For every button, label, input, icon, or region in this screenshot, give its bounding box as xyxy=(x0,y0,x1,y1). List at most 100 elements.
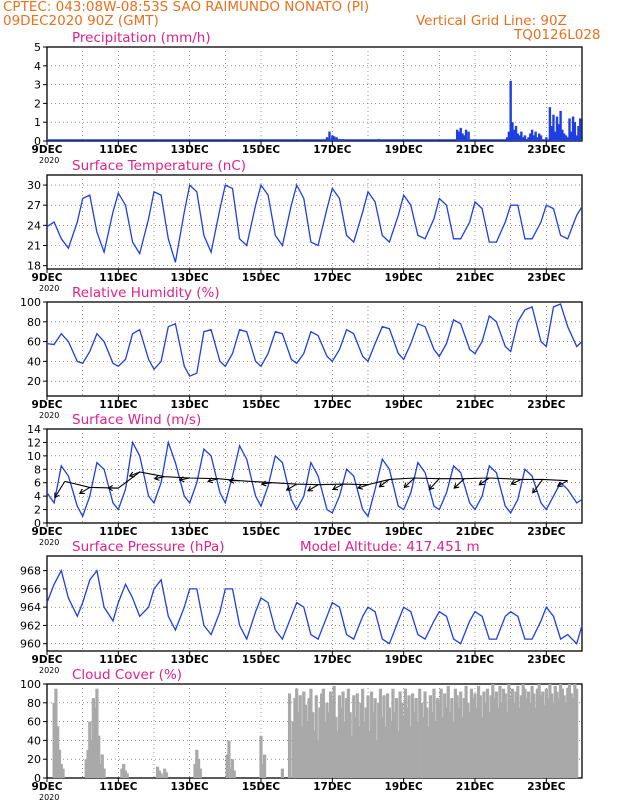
precip-bar xyxy=(514,125,518,141)
precip-bar xyxy=(577,125,580,141)
cloud-bar xyxy=(394,698,399,778)
precip-ytick-label: 3 xyxy=(34,79,41,92)
cloud-bar xyxy=(348,712,352,778)
rh-ytick-label: 60 xyxy=(27,336,41,349)
wind-line xyxy=(46,439,583,518)
cloud-bar xyxy=(316,740,320,778)
wind-arrow-head xyxy=(128,471,135,478)
rh-xtick-label: 9DEC xyxy=(32,399,63,411)
temp-ytick-label: 27 xyxy=(27,199,41,212)
cloud-bar xyxy=(557,698,561,778)
precip-bar xyxy=(467,131,470,141)
cloud-bar xyxy=(362,721,367,778)
precip-bar xyxy=(521,137,525,141)
cloud-bar xyxy=(491,684,495,778)
cloud-bar xyxy=(439,688,443,778)
wind-arrow xyxy=(79,486,91,494)
precip-ytick-label: 5 xyxy=(34,41,41,54)
wind-arrow xyxy=(557,480,568,487)
cloud-bar xyxy=(432,688,436,778)
cloud-bar xyxy=(314,695,318,778)
temp-ytick-label: 21 xyxy=(27,240,41,253)
precip-xtick-label: 17DEC xyxy=(313,144,352,156)
cloud-bar xyxy=(480,716,484,778)
cloud-bar xyxy=(509,698,513,778)
rh-ytick-label: 40 xyxy=(27,355,41,368)
precip-bar xyxy=(554,131,557,141)
cloud-bar xyxy=(88,721,92,778)
rh-frame xyxy=(46,301,583,397)
cloud-bar xyxy=(298,695,302,778)
cloud-bar xyxy=(327,712,331,778)
cloud-title: Cloud Cover (%) xyxy=(72,667,182,683)
wind-arrow-head xyxy=(478,479,485,486)
run-date: 09DEC2020 90Z (GMT) xyxy=(3,13,159,29)
precip-bar xyxy=(552,114,555,141)
rh-xtick-label: 19DEC xyxy=(385,399,424,411)
cloud-bar xyxy=(416,721,420,778)
cloud-bar xyxy=(516,685,520,778)
cloud-bar xyxy=(407,695,411,778)
cloud-bar xyxy=(375,740,379,778)
cloud-bar xyxy=(320,693,324,778)
cloud-bar xyxy=(361,688,365,778)
cloud-ytick-label: 20 xyxy=(27,753,41,766)
rh-xtick-label: 15DEC xyxy=(242,399,281,411)
cloud-bar xyxy=(225,754,229,778)
precip-bar xyxy=(331,135,334,141)
wind-title: Surface Wind (m/s) xyxy=(72,412,201,428)
cloud-bar xyxy=(396,731,400,778)
wind-xtick-label: 19DEC xyxy=(385,526,424,538)
precip-bar xyxy=(455,129,459,141)
cloud-bar xyxy=(86,749,90,778)
cloud-bar xyxy=(336,731,340,778)
wind-direction-track xyxy=(64,471,568,489)
cloud-bar xyxy=(302,691,306,778)
cloud-bar xyxy=(287,693,292,778)
cloud-xtick-label: 19DEC xyxy=(385,781,424,793)
cloud-bar xyxy=(295,688,299,778)
cloud-bar xyxy=(544,688,548,778)
precip-bar xyxy=(559,110,562,141)
cloud-bar xyxy=(484,702,488,778)
cloud-bar xyxy=(305,721,309,778)
cloud-bar xyxy=(195,749,199,778)
cloud-bar xyxy=(125,773,129,778)
pres-xtick-label: 17DEC xyxy=(313,654,352,666)
cloud-bar xyxy=(120,768,124,778)
temp-xtick-label: 23DEC xyxy=(527,272,566,284)
cloud-bar xyxy=(446,685,450,778)
cloud-bar xyxy=(435,698,440,778)
cloud-ytick-label: 60 xyxy=(27,716,41,729)
wind-arrow xyxy=(154,476,165,480)
cloud-bar xyxy=(441,716,445,778)
cloud-bar xyxy=(457,707,461,778)
cloud-bar xyxy=(366,695,370,778)
cloud-bar xyxy=(448,712,452,778)
temp-ytick-label: 30 xyxy=(27,179,41,192)
cloud-bar xyxy=(500,702,504,778)
cloud-bar xyxy=(468,712,472,778)
cloud-bar xyxy=(387,707,391,778)
precip-xtick-label: 19DEC xyxy=(385,144,424,156)
precip-bar xyxy=(463,135,466,141)
cloud-bar xyxy=(537,684,541,778)
rh-ytick-label: 100 xyxy=(20,296,41,309)
wind-arrow xyxy=(357,484,369,489)
cloud-bar xyxy=(534,707,538,778)
cloud-bar xyxy=(84,759,88,778)
cloud-bar xyxy=(573,684,577,778)
cloud-bar xyxy=(412,712,416,778)
precip-bar xyxy=(457,131,461,141)
wind-ytick-label: 6 xyxy=(34,477,41,490)
cloud-bar xyxy=(61,768,65,778)
pres-frame xyxy=(46,555,583,652)
cloud-bar xyxy=(437,702,441,778)
cloud-xtick-label: 21DEC xyxy=(456,781,495,793)
chart-header: CPTEC: 043:08W-08:53S SAO RAIMUNDO NONAT… xyxy=(0,0,618,46)
rh-title: Relative Humidity (%) xyxy=(72,285,220,301)
rh-xtick-label: 21DEC xyxy=(456,399,495,411)
cloud-bar xyxy=(312,731,317,778)
precip-bar xyxy=(511,122,514,141)
